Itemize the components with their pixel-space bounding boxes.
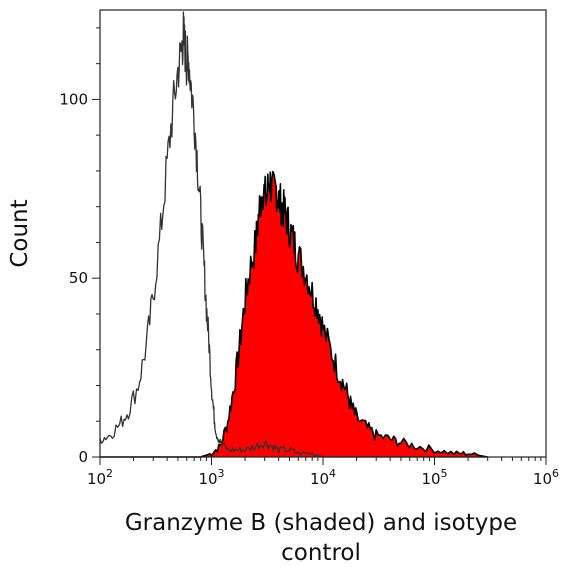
x-tick-label: 102 — [87, 467, 113, 488]
y-axis-title: Count — [7, 199, 33, 267]
y-tick-label: 100 — [59, 90, 88, 108]
series-granzyme-b-area — [100, 171, 488, 457]
series-isotype-control-line — [99, 11, 488, 458]
y-tick-label: 0 — [78, 448, 88, 466]
x-axis-title-line-2: control — [281, 540, 361, 566]
x-tick-label: 103 — [198, 467, 224, 488]
x-tick-label: 104 — [310, 467, 336, 488]
y-tick-label: 50 — [69, 269, 88, 287]
plot-area — [99, 11, 488, 458]
x-tick-label: 106 — [533, 467, 559, 488]
x-tick-label: 105 — [421, 467, 447, 488]
axis-ticks: 0 50 100 102 103 104 105 106 — [59, 27, 559, 488]
x-axis-title-line-1: Granzyme B (shaded) and isotype — [125, 510, 517, 536]
series-granzyme-b-outline — [100, 170, 488, 458]
